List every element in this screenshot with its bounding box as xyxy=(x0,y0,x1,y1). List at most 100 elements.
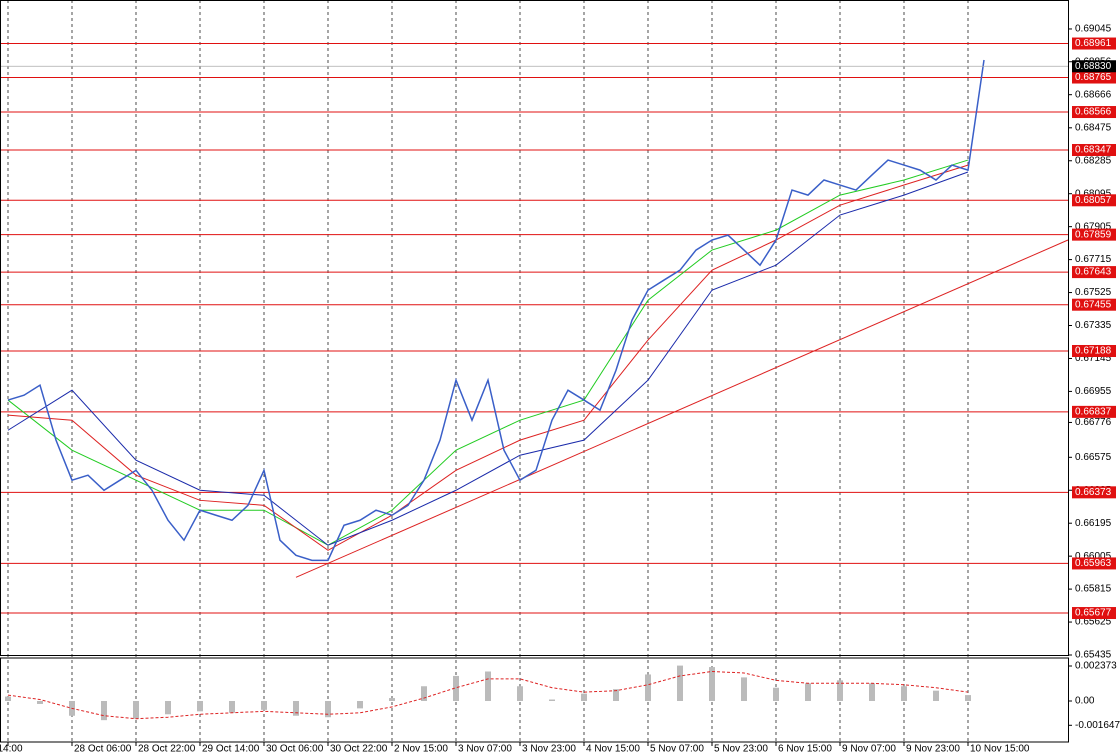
level-label: 0.65677 xyxy=(1075,608,1112,619)
osc-y-tick-label: 0.002373 xyxy=(1075,661,1117,672)
x-tick-label: 3 Nov 07:00 xyxy=(458,744,512,755)
y-tick-label: 0.68475 xyxy=(1075,122,1112,133)
level-label-box xyxy=(1072,228,1116,241)
osc-bar xyxy=(933,690,939,701)
level-label: 0.68961 xyxy=(1075,38,1112,49)
y-tick-label: 0.68666 xyxy=(1075,89,1112,100)
current-price-label: 0.68830 xyxy=(1075,61,1112,72)
x-tick-label: 28 Oct 22:00 xyxy=(138,744,196,755)
y-tick-label: 0.67335 xyxy=(1075,320,1112,331)
x-tick-label: 2 Nov 15:00 xyxy=(394,744,448,755)
x-tick-label: 30 Oct 22:00 xyxy=(330,744,388,755)
osc-bar xyxy=(709,667,715,701)
x-tick-label: 28 Oct 06:00 xyxy=(74,744,132,755)
osc-bar xyxy=(261,700,267,710)
y-tick-label: 0.67905 xyxy=(1075,221,1112,232)
level-label-box xyxy=(1072,71,1116,84)
moving-average xyxy=(7,159,969,546)
level-label: 0.68566 xyxy=(1075,107,1112,118)
osc-bar xyxy=(517,686,523,701)
osc-frame xyxy=(0,657,1069,743)
y-tick-label: 0.68095 xyxy=(1075,188,1112,199)
y-tick-label: 0.65625 xyxy=(1075,617,1112,628)
current-price-box xyxy=(1072,60,1116,73)
level-label: 0.67643 xyxy=(1075,267,1112,278)
osc-bar xyxy=(101,700,107,721)
level-label-box xyxy=(1072,266,1116,279)
x-tick-label: 9 Nov 23:00 xyxy=(906,744,960,755)
level-label-box xyxy=(1072,405,1116,418)
y-tick-label: 0.67715 xyxy=(1075,254,1112,265)
x-tick-label: 30 Oct 06:00 xyxy=(266,744,324,755)
osc-bar xyxy=(901,686,907,701)
y-tick-label: 0.68285 xyxy=(1075,155,1112,166)
osc-bar xyxy=(837,680,843,701)
y-tick-label: 0.69045 xyxy=(1075,24,1112,35)
osc-bar xyxy=(229,700,235,713)
x-tick-label: 4 Nov 15:00 xyxy=(586,744,640,755)
level-label-box xyxy=(1072,37,1116,50)
osc-bar xyxy=(357,700,363,709)
x-tick-label: 5 Nov 23:00 xyxy=(714,744,768,755)
osc-bar xyxy=(549,699,555,701)
x-tick-label: 6 Nov 15:00 xyxy=(778,744,832,755)
osc-bar xyxy=(5,696,11,701)
osc-bar xyxy=(773,687,779,701)
osc-bar xyxy=(581,693,587,701)
osc-bar xyxy=(485,671,491,701)
osc-y-tick-label: -0.001647 xyxy=(1075,720,1120,731)
y-tick-label: 0.66195 xyxy=(1075,518,1112,529)
y-tick-label: 0.66955 xyxy=(1075,386,1112,397)
osc-bar xyxy=(613,689,619,701)
level-label: 0.67455 xyxy=(1075,299,1112,310)
osc-bar xyxy=(197,700,203,712)
osc-bar xyxy=(453,675,459,701)
price-line xyxy=(7,59,985,562)
osc-bar xyxy=(421,686,427,701)
osc-bar xyxy=(805,683,811,701)
level-label: 0.66373 xyxy=(1075,487,1112,498)
x-tick-label: 14:00 xyxy=(0,744,23,755)
level-label: 0.68057 xyxy=(1075,195,1112,206)
osc-y-tick-label: 0.00 xyxy=(1075,696,1095,707)
osc-bar xyxy=(965,695,971,701)
osc-bar xyxy=(37,700,43,704)
y-tick-label: 0.66005 xyxy=(1075,551,1112,562)
x-tick-label: 5 Nov 07:00 xyxy=(650,744,704,755)
level-label-box xyxy=(1072,298,1116,311)
y-tick-label: 0.67525 xyxy=(1075,287,1112,298)
osc-bar xyxy=(677,665,683,701)
osc-bar xyxy=(645,674,651,701)
y-tick-label: 0.65435 xyxy=(1075,650,1112,661)
moving-average xyxy=(7,171,969,546)
osc-bar xyxy=(325,700,331,718)
x-tick-label: 3 Nov 23:00 xyxy=(522,744,576,755)
level-label-box xyxy=(1072,194,1116,207)
osc-bar xyxy=(389,698,395,701)
x-tick-label: 29 Oct 14:00 xyxy=(202,744,260,755)
osc-signal xyxy=(7,670,969,720)
osc-bar xyxy=(741,677,747,701)
osc-bar xyxy=(165,700,171,715)
x-tick-label: 9 Nov 07:00 xyxy=(842,744,896,755)
y-tick-label: 0.66776 xyxy=(1075,417,1112,428)
level-label-box xyxy=(1072,344,1116,357)
osc-bar xyxy=(293,700,299,716)
level-label-box xyxy=(1072,557,1116,570)
level-label-box xyxy=(1072,106,1116,119)
osc-bar xyxy=(133,700,139,719)
level-label-box xyxy=(1072,144,1116,157)
level-label: 0.66837 xyxy=(1075,407,1112,418)
moving-average xyxy=(7,164,969,551)
level-label-box xyxy=(1072,486,1116,499)
level-label: 0.67188 xyxy=(1075,346,1112,357)
level-label: 0.65963 xyxy=(1075,558,1112,569)
level-label: 0.68347 xyxy=(1075,145,1112,156)
level-label: 0.67859 xyxy=(1075,229,1112,240)
y-tick-label: 0.67145 xyxy=(1075,353,1112,364)
price-frame xyxy=(0,0,1069,656)
y-tick-label: 0.66575 xyxy=(1075,452,1112,463)
y-tick-label: 0.65815 xyxy=(1075,584,1112,595)
